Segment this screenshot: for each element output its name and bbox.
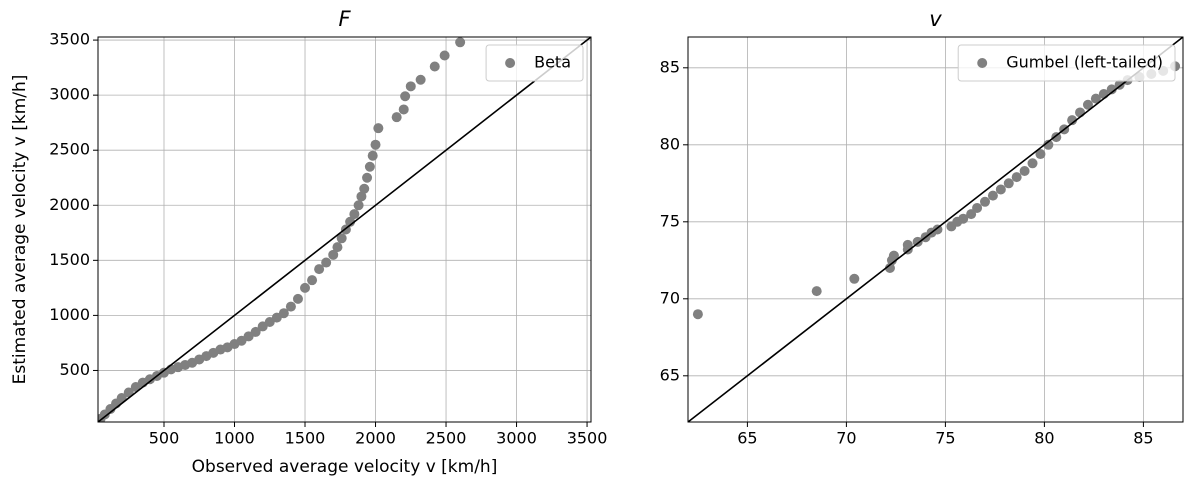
y-tick-label: 2500	[49, 140, 90, 159]
point	[1027, 158, 1038, 169]
point	[966, 209, 977, 220]
point	[429, 61, 440, 72]
point	[958, 213, 969, 224]
point	[116, 392, 127, 403]
point	[349, 209, 360, 220]
y-tick-label: 80	[660, 134, 680, 153]
axes-frame	[97, 36, 592, 423]
point	[692, 309, 703, 320]
point	[849, 273, 860, 284]
axes-frame	[687, 36, 1184, 423]
x-tick-label: 2500	[426, 429, 467, 448]
legend-box	[485, 44, 584, 82]
legend-label: Beta	[534, 53, 571, 72]
y-tick-label: 3000	[49, 85, 90, 104]
point	[811, 286, 822, 297]
point	[391, 112, 402, 123]
point	[888, 250, 899, 261]
legend: Beta	[485, 44, 584, 82]
point	[356, 191, 367, 202]
x-tick-label: 65	[737, 429, 757, 448]
y-axis-label: Estimated average velocity v [km/h]	[10, 75, 30, 385]
reference-line	[98, 37, 591, 422]
point	[1019, 165, 1030, 176]
x-tick-label: 1000	[214, 429, 255, 448]
x-tick-label: 80	[1034, 429, 1054, 448]
point	[1106, 84, 1117, 95]
point	[1082, 99, 1093, 110]
point	[415, 74, 426, 85]
point	[367, 150, 378, 161]
point	[373, 123, 384, 134]
point	[980, 196, 990, 207]
point	[321, 257, 332, 268]
point	[902, 239, 913, 250]
point	[1075, 107, 1086, 118]
y-tick-label: 1000	[49, 305, 90, 324]
x-tick-label: 70	[836, 429, 856, 448]
reference-line	[688, 37, 1183, 422]
y-tick-label: 2000	[49, 195, 90, 214]
point	[300, 282, 311, 293]
point	[1067, 115, 1078, 126]
legend-marker	[505, 58, 516, 68]
x-tick-label: 3500	[567, 429, 608, 448]
point	[1003, 178, 1014, 189]
y-tick-label: 75	[660, 211, 680, 230]
point	[285, 301, 296, 312]
legend: Gumbel (left-tailed)	[957, 44, 1176, 82]
point	[1035, 149, 1046, 160]
point	[455, 37, 466, 48]
point	[884, 263, 895, 273]
point	[398, 104, 409, 115]
y-tick-label: 3500	[49, 30, 90, 49]
point	[332, 242, 343, 253]
point	[353, 200, 364, 211]
point	[292, 293, 303, 304]
x-tick-label: 1500	[285, 429, 326, 448]
point	[987, 190, 998, 201]
chart-title: F	[338, 7, 351, 31]
y-tick-label: 65	[660, 365, 680, 384]
legend-label: Gumbel (left-tailed)	[1006, 53, 1163, 72]
point	[307, 275, 318, 286]
y-tick-label: 1500	[49, 250, 90, 269]
x-tick-label: 75	[935, 429, 955, 448]
point	[972, 202, 983, 213]
y-tick-label: 85	[660, 57, 680, 76]
point	[364, 161, 375, 172]
plot-area	[98, 37, 591, 422]
point	[370, 139, 381, 150]
point	[250, 326, 261, 337]
plot-area	[688, 37, 1183, 422]
point	[328, 249, 339, 260]
x-axis-label: Observed average velocity v [km/h]	[192, 457, 498, 477]
y-tick-label: 500	[59, 360, 90, 379]
point	[123, 387, 134, 398]
point	[439, 50, 450, 61]
legend-box	[957, 44, 1176, 82]
point	[1090, 93, 1101, 104]
point	[362, 172, 373, 183]
x-tick-label: 2000	[355, 429, 396, 448]
point	[345, 216, 356, 227]
point	[1043, 139, 1054, 150]
point	[400, 91, 411, 102]
point	[405, 81, 416, 92]
x-tick-label: 3000	[496, 429, 537, 448]
point	[336, 233, 347, 244]
point	[359, 183, 370, 194]
y-tick-label: 70	[660, 288, 680, 307]
point	[1011, 172, 1022, 183]
x-tick-label: 500	[149, 429, 180, 448]
point	[314, 264, 325, 275]
chart-title: v	[929, 7, 942, 31]
point	[278, 308, 289, 319]
point	[995, 184, 1006, 195]
x-tick-label: 85	[1133, 429, 1153, 448]
legend-marker	[977, 58, 988, 68]
